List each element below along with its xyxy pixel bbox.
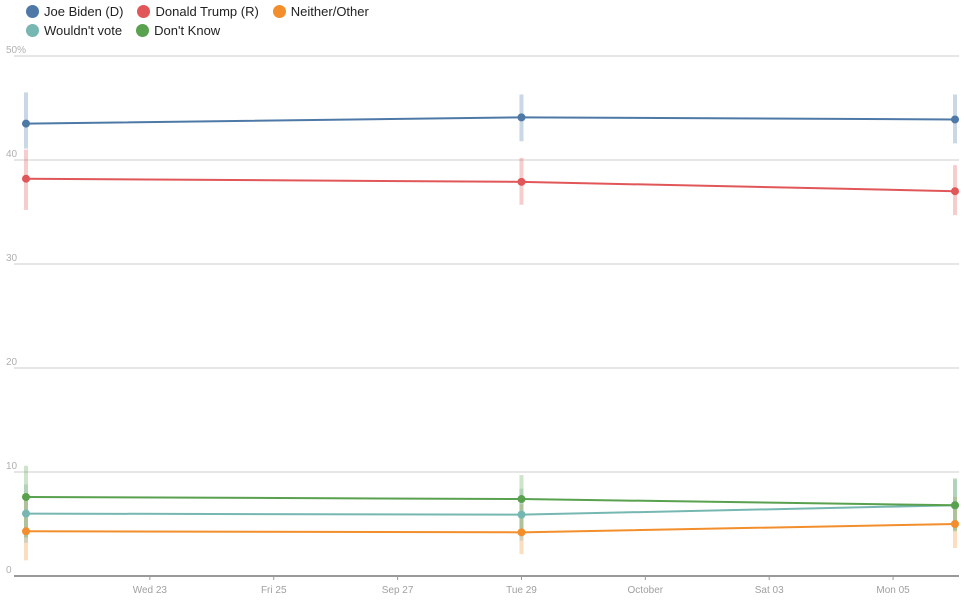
data-point-series-3-point-0 [22, 509, 30, 518]
x-tick-label-5: Sat 03 [755, 585, 784, 596]
legend-item-1: Donald Trump (R) [137, 3, 259, 20]
data-point-series-0-point-2 [951, 115, 959, 124]
data-point-series-0-point-1 [517, 113, 526, 122]
data-point-series-1-point-1 [517, 177, 526, 186]
data-point-series-3-point-1 [517, 510, 526, 519]
y-tick-label-0: 0 [6, 565, 12, 576]
y-tick-label-20: 20 [6, 357, 18, 368]
data-point-series-2-point-2 [951, 520, 959, 528]
data-point-series-1-point-0 [22, 174, 30, 183]
legend-swatch-4 [136, 24, 150, 37]
y-tick-label-50: 50% [6, 45, 26, 56]
data-point-series-4-point-0 [22, 492, 30, 501]
legend-item-3: Wouldn't vote [26, 22, 122, 39]
series-line-0 [25, 116, 956, 125]
data-point-series-4-point-2 [951, 501, 959, 510]
series-line-2 [25, 523, 956, 534]
y-tick-label-10: 10 [6, 461, 18, 472]
data-point-series-2-point-0 [22, 527, 30, 536]
y-tick-label-40: 40 [6, 149, 18, 160]
series-line-3 [25, 504, 956, 516]
x-tick-label-1: Fri 25 [261, 585, 287, 596]
legend-item-4: Don't Know [136, 22, 220, 39]
legend-item-0: Joe Biden (D) [26, 3, 123, 20]
legend-item-2: Neither/Other [272, 3, 369, 20]
series-line-4 [25, 495, 956, 507]
legend-swatch-0 [26, 5, 39, 18]
x-tick-label-0: Wed 23 [133, 585, 168, 596]
legend-label-1: Donald Trump (R) [155, 4, 259, 19]
legend-label-3: Wouldn't vote [44, 23, 123, 38]
legend-label-2: Neither/Other [290, 4, 369, 19]
x-tick-label-6: Mon 05 [876, 585, 910, 596]
legend: Joe Biden (D) Donald Trump (R) Neither/Oth… [26, 3, 446, 39]
x-tick-label-2: Sep 27 [382, 585, 414, 596]
data-point-series-0-point-0 [22, 119, 30, 128]
data-point-series-4-point-1 [517, 495, 526, 504]
legend-swatch-1 [137, 5, 151, 18]
y-tick-label-30: 30 [6, 253, 18, 264]
legend-label-0: Joe Biden (D) [44, 4, 124, 19]
data-point-series-1-point-2 [951, 187, 959, 196]
x-tick-label-3: Tue 29 [506, 585, 537, 596]
legend-swatch-2 [272, 5, 286, 18]
legend-label-4: Don't Know [154, 23, 221, 38]
x-tick-label-4: October [628, 585, 664, 596]
data-point-series-2-point-1 [517, 528, 526, 537]
legend-swatch-3 [26, 24, 39, 37]
series-line-1 [25, 177, 956, 193]
